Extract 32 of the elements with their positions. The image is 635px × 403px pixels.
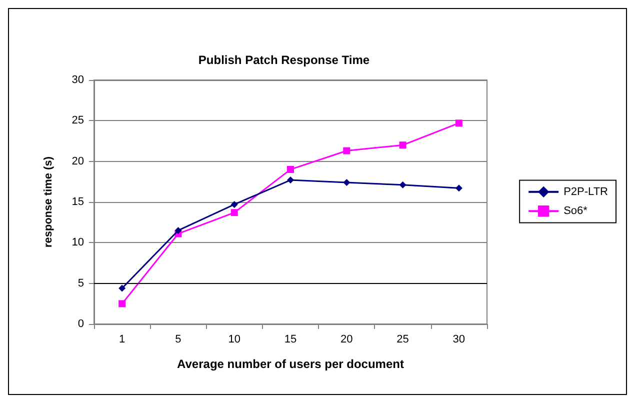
- point: [118, 300, 126, 308]
- y-tick-label: 10: [72, 236, 84, 249]
- legend-label: P2P-LTR: [564, 186, 608, 198]
- y-tick-label: 15: [72, 196, 84, 208]
- point: [455, 120, 462, 127]
- x-tick-label: 5: [175, 334, 182, 346]
- legend-label: So6*: [564, 205, 588, 218]
- y-tick-label: 5: [78, 277, 84, 290]
- point: [287, 176, 294, 184]
- y-tick-label: 20: [72, 155, 84, 168]
- x-tick-label: 10: [228, 334, 240, 346]
- point: [174, 226, 182, 234]
- point: [230, 200, 238, 208]
- point: [118, 284, 126, 292]
- x-tick-label: 15: [284, 334, 297, 346]
- x-tick-label: 1: [119, 334, 126, 346]
- point: [399, 142, 406, 149]
- point: [343, 147, 350, 154]
- y-axis-title: response time (s): [42, 156, 54, 248]
- point: [230, 209, 238, 216]
- point: [455, 184, 462, 192]
- point: [287, 166, 294, 173]
- y-tick-label: 25: [72, 114, 84, 127]
- point: [343, 178, 350, 186]
- point: [399, 181, 406, 188]
- y-tick-label: 0: [78, 318, 84, 330]
- y-tick-label: 30: [72, 74, 84, 86]
- chart-title: Publish Patch Response Time: [198, 53, 370, 67]
- x-axis-title: Average number of users per document: [177, 357, 404, 371]
- x-tick-label: 25: [396, 334, 409, 346]
- x-tick-label: 30: [452, 334, 466, 346]
- x-tick-label: 20: [340, 334, 353, 346]
